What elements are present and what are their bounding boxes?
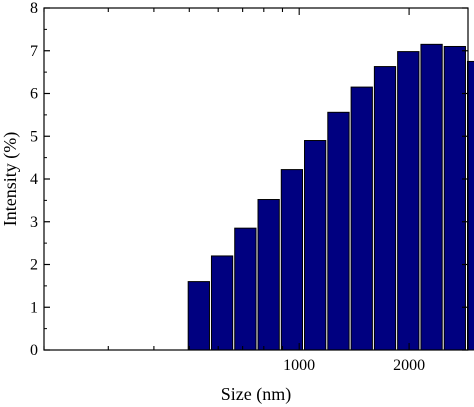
tick-labels: 0 1 2 3 4 5 6 7 8 1000 2000	[30, 0, 425, 374]
bar	[210, 255, 234, 351]
bar	[373, 66, 397, 351]
bars	[187, 43, 474, 351]
x-axis-title: Size (nm)	[221, 384, 291, 405]
y-tick-label: 7	[30, 43, 38, 60]
y-tick-label: 5	[30, 128, 38, 145]
y-tick-label: 2	[30, 257, 38, 274]
bar	[397, 51, 420, 351]
bar	[187, 281, 210, 351]
bar	[327, 111, 350, 351]
bar	[443, 45, 466, 351]
y-tick-label: 3	[30, 214, 38, 231]
y-tick-label: 0	[30, 342, 38, 359]
y-axis-title: Intensity (%)	[0, 132, 21, 226]
x-tick-label: 2000	[393, 357, 425, 374]
y-tick-label: 6	[30, 86, 38, 103]
bar	[304, 140, 327, 351]
x-tick-label: 1000	[283, 357, 315, 374]
bar	[234, 227, 257, 351]
y-tick-label: 1	[30, 299, 38, 316]
y-tick-label: 4	[30, 171, 38, 188]
bar	[257, 199, 280, 351]
y-tick-label: 8	[30, 0, 38, 17]
axes	[43, 7, 469, 351]
bar	[280, 169, 304, 351]
bar	[350, 86, 373, 351]
bar	[420, 43, 443, 351]
